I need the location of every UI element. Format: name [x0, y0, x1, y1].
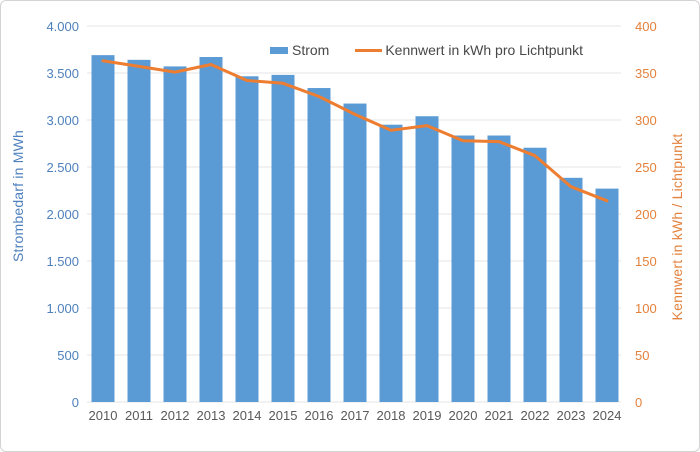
legend-kennwert-label: Kennwert in kWh pro Lichtpunkt [385, 42, 583, 58]
x-axis-label-2014: 2014 [233, 408, 262, 423]
bar-2015 [271, 74, 295, 402]
right-axis-tick: 250 [635, 160, 657, 175]
left-axis-title: Strombedarf in MWh [10, 130, 26, 262]
bar-2018 [379, 124, 403, 402]
left-axis-tick: 500 [57, 348, 79, 363]
left-axis-tick: 2.500 [46, 160, 79, 175]
right-axis-tick: 150 [635, 254, 657, 269]
bar-2019 [415, 116, 439, 403]
kennwert-line [101, 59, 609, 203]
x-axis-label-2011: 2011 [125, 408, 153, 423]
left-axis-tick: 0 [72, 395, 79, 410]
legend-item-kennwert: Kennwert in kWh pro Lichtpunkt [355, 42, 583, 58]
x-axis-label-2021: 2021 [485, 408, 514, 423]
right-axis-tick: 200 [635, 207, 657, 222]
x-axis-label-2010: 2010 [89, 408, 118, 423]
legend-strom-label: Strom [292, 42, 330, 58]
left-axis-tick: 2.000 [46, 207, 79, 222]
right-axis-tick: 400 [635, 19, 657, 34]
bar-2016 [307, 88, 331, 402]
kennwert-series-line-icon [355, 48, 383, 52]
legend-item-strom: Strom [270, 42, 329, 58]
x-axis-label-2013: 2013 [197, 408, 226, 423]
left-axis-tick: 3.000 [46, 113, 79, 128]
left-axis-tick: 1.500 [46, 254, 79, 269]
legend: Strom Kennwert in kWh pro Lichtpunkt [270, 41, 583, 59]
x-axis-label-2024: 2024 [593, 408, 622, 423]
x-axis-label-2023: 2023 [557, 408, 586, 423]
bar-2010 [91, 55, 115, 402]
x-axis-label-2022: 2022 [521, 408, 550, 423]
x-axis-label-2012: 2012 [161, 408, 190, 423]
right-axis-tick: 300 [635, 113, 657, 128]
strom-series-swatch-icon [270, 46, 288, 54]
right-axis-tick: 0 [635, 395, 642, 410]
bar-2022 [523, 147, 547, 402]
x-axis-label-2019: 2019 [413, 408, 442, 423]
bar-2020 [451, 135, 475, 402]
bar-2014 [235, 76, 259, 402]
left-axis-tick: 3.500 [46, 66, 79, 81]
right-axis-title: Kennwert in kWh / Lichtpunkt [669, 133, 685, 321]
x-axis-label-2020: 2020 [449, 408, 478, 423]
bar-2011 [127, 59, 151, 403]
bar-2012 [163, 66, 187, 403]
right-axis-tick: 100 [635, 301, 657, 316]
bar-2024 [595, 188, 619, 402]
bar-2013 [199, 57, 223, 403]
bar-2023 [559, 177, 583, 402]
x-axis-label-2017: 2017 [341, 408, 370, 423]
left-axis-tick: 1.000 [46, 301, 79, 316]
right-axis-tick: 50 [635, 348, 649, 363]
right-axis-tick: 350 [635, 66, 657, 81]
bar-2017 [343, 103, 367, 403]
x-axis-label-2016: 2016 [305, 408, 334, 423]
left-axis-tick: 4.000 [46, 19, 79, 34]
bar-2021 [487, 135, 511, 402]
x-axis-label-2015: 2015 [269, 408, 298, 423]
x-axis-label-2018: 2018 [377, 408, 406, 423]
